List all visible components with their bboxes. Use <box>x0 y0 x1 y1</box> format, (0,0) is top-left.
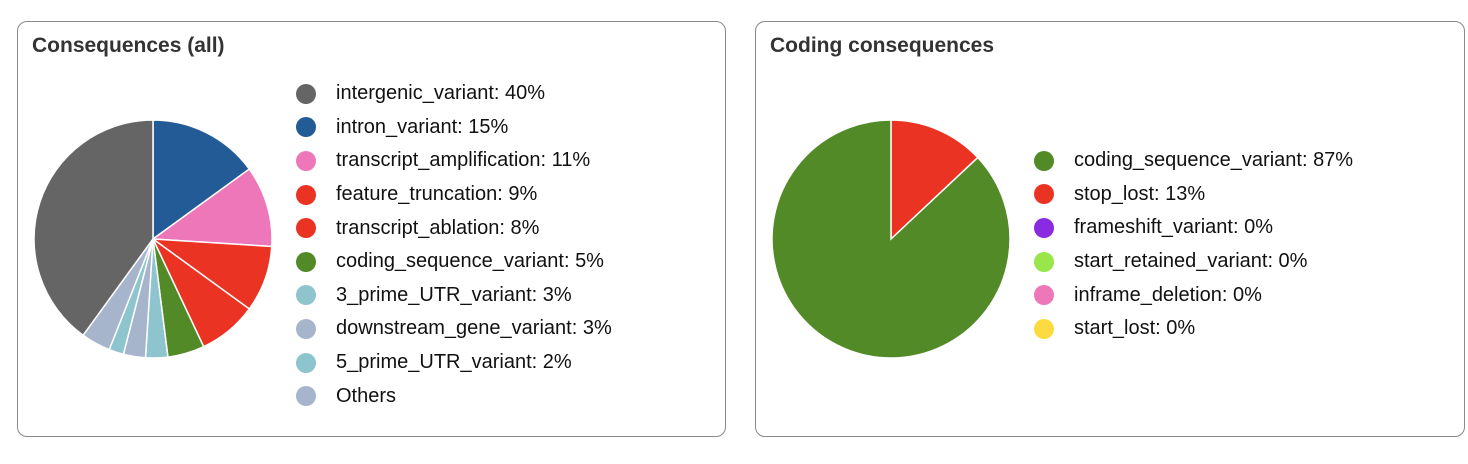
legend-swatch <box>296 117 316 138</box>
legend-swatch <box>1034 251 1054 272</box>
legend-swatch <box>296 184 316 205</box>
legend-label: 5_prime_UTR_variant: 2% <box>336 351 572 374</box>
legend-swatch <box>296 150 316 171</box>
pie-slice-transcript-amplification-11[interactable] <box>150 168 273 248</box>
legend-swatch <box>296 318 316 339</box>
legend-swatch <box>296 386 316 407</box>
legend-swatch <box>296 352 316 373</box>
pie-slice-coding-sequence-variant-87[interactable] <box>771 119 1011 359</box>
legend-item-inframe-deletion-0[interactable]: inframe_deletion: 0% <box>1034 278 1353 312</box>
legend-item-start-retained-variant-0[interactable]: start_retained_variant: 0% <box>1034 245 1353 279</box>
legend-item-5-prime-utr-variant-2[interactable]: 5_prime_UTR_variant: 2% <box>296 346 612 380</box>
legend-swatch <box>296 285 316 306</box>
legend-label: 3_prime_UTR_variant: 3% <box>336 283 572 306</box>
consequences-all-panel: Consequences (all) intergenic_variant: 4… <box>17 21 726 437</box>
legend-swatch <box>1034 318 1054 339</box>
legend-item-start-lost-0[interactable]: start_lost: 0% <box>1034 312 1353 346</box>
legend-item-coding-sequence-variant-87[interactable]: coding_sequence_variant: 87% <box>1034 144 1353 178</box>
legend-label: transcript_ablation: 8% <box>336 216 540 239</box>
pie-slice-intergenic-variant-40[interactable] <box>33 119 154 337</box>
legend-item-downstream-gene-variant-3[interactable]: downstream_gene_variant: 3% <box>296 312 612 346</box>
legend-item-others[interactable]: Others <box>296 379 612 413</box>
legend-swatch <box>296 251 316 272</box>
legend-label: feature_truncation: 9% <box>336 183 538 206</box>
coding-consequences-panel: Coding consequences coding_sequence_vari… <box>755 21 1465 437</box>
panel-title: Consequences (all) <box>32 34 225 57</box>
legend-swatch <box>296 218 316 239</box>
coding-consequences-pie-chart <box>771 119 1011 359</box>
legend-swatch <box>1034 217 1054 238</box>
pie-slice-stop-lost-13[interactable] <box>890 119 979 241</box>
coding-consequences-legend: coding_sequence_variant: 87% stop_lost: 1… <box>1034 144 1353 346</box>
legend-label: inframe_deletion: 0% <box>1074 283 1262 306</box>
pie-slice-intron-variant-15[interactable] <box>152 119 251 241</box>
legend-label: Others <box>336 384 397 407</box>
consequences-all-pie-chart <box>33 119 273 359</box>
panel-title: Coding consequences <box>770 34 995 57</box>
legend-label: coding_sequence_variant: 87% <box>1074 149 1354 172</box>
legend-label: intergenic_variant: 40% <box>336 82 546 105</box>
legend-item-intron-variant-15[interactable]: intron_variant: 15% <box>296 111 612 145</box>
legend-label: frameshift_variant: 0% <box>1074 216 1273 239</box>
legend-swatch <box>1034 285 1054 306</box>
legend-swatch <box>296 83 316 104</box>
legend-swatch <box>1034 184 1054 205</box>
consequences-all-legend: intergenic_variant: 40% intron_variant: 1… <box>296 77 612 413</box>
legend-label: coding_sequence_variant: 5% <box>336 250 604 273</box>
legend-item-stop-lost-13[interactable]: stop_lost: 13% <box>1034 178 1353 212</box>
legend-label: downstream_gene_variant: 3% <box>336 317 612 340</box>
legend-item-feature-truncation-9[interactable]: feature_truncation: 9% <box>296 178 612 212</box>
legend-label: stop_lost: 13% <box>1074 182 1206 205</box>
legend-label: transcript_amplification: 11% <box>336 149 591 172</box>
legend-item-coding-sequence-variant-5[interactable]: coding_sequence_variant: 5% <box>296 245 612 279</box>
legend-item-frameshift-variant-0[interactable]: frameshift_variant: 0% <box>1034 211 1353 245</box>
legend-label: start_retained_variant: 0% <box>1074 250 1308 273</box>
legend-swatch <box>1034 150 1054 171</box>
legend-item-intergenic-variant-40[interactable]: intergenic_variant: 40% <box>296 77 612 111</box>
legend-item-transcript-ablation-8[interactable]: transcript_ablation: 8% <box>296 211 612 245</box>
legend-item-transcript-amplification-11[interactable]: transcript_amplification: 11% <box>296 144 612 178</box>
legend-item-3-prime-utr-variant-3[interactable]: 3_prime_UTR_variant: 3% <box>296 279 612 313</box>
legend-label: start_lost: 0% <box>1074 317 1196 340</box>
legend-label: intron_variant: 15% <box>336 115 509 138</box>
